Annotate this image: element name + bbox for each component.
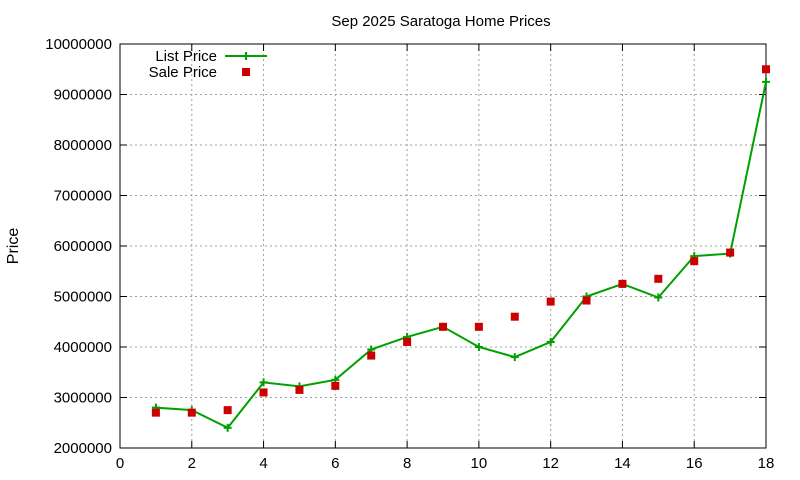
x-tick-label: 14 [614, 455, 631, 472]
x-tick-label: 6 [331, 455, 339, 472]
y-tick-label: 6000000 [54, 238, 112, 255]
list-price-point [510, 353, 519, 362]
x-tick-label: 16 [686, 455, 703, 472]
legend-marker-sale-price [242, 68, 250, 76]
sale-price-point [546, 297, 555, 306]
sale-price-point [654, 274, 663, 283]
y-tick-label: 9000000 [54, 87, 112, 104]
series [151, 65, 770, 432]
sale-price-point [295, 385, 304, 394]
list-price-point [762, 77, 770, 86]
sale-price-point [582, 296, 591, 305]
sale-price-point [331, 381, 340, 390]
legend-marker-list-price [242, 52, 250, 60]
y-tick-label: 8000000 [54, 137, 112, 154]
sale-price-point [259, 388, 268, 397]
legend-label-list-price: List Price [155, 48, 217, 65]
sale-price-point [618, 279, 627, 288]
x-tick-label: 2 [188, 455, 196, 472]
sale-price-point [187, 408, 196, 417]
y-axis-title: Price [5, 228, 22, 265]
x-tick-label: 8 [403, 455, 411, 472]
x-tick-label: 10 [471, 455, 488, 472]
x-tick-label: 12 [542, 455, 559, 472]
y-tick-label: 2000000 [54, 440, 112, 457]
list-price-point [546, 337, 555, 346]
sale-price-point [510, 312, 519, 321]
grid [120, 44, 766, 448]
sale-price-point [223, 406, 232, 415]
y-tick-label: 3000000 [54, 390, 112, 407]
axis-ticks: 2000000 3000000 4000000 5000000 6000000 70000… [45, 36, 774, 472]
y-tick-label: 7000000 [54, 188, 112, 205]
y-tick-label: 4000000 [54, 339, 112, 356]
legend-label-sale-price: Sale Price [149, 64, 217, 81]
list-price-point [654, 293, 663, 302]
list-price-point [474, 343, 483, 351]
sale-price-point [726, 248, 735, 257]
sale-price-point [474, 322, 483, 331]
sale-price-point [690, 257, 699, 266]
x-tick-label: 18 [758, 455, 775, 472]
series-line-list-price [155, 81, 767, 430]
chart-title: Sep 2025 Saratoga Home Prices [331, 13, 550, 30]
y-tick-label: 10000000 [45, 36, 112, 53]
y-tick-label: 5000000 [54, 289, 112, 306]
list-price-point [259, 378, 268, 387]
x-tick-label: 0 [116, 455, 124, 472]
legend: List Price Sale Price [149, 48, 267, 81]
list-price-point [223, 423, 232, 432]
sale-price-point [762, 65, 770, 74]
sale-price-point [403, 337, 412, 346]
sale-price-point [367, 351, 376, 360]
sale-price-point [151, 408, 160, 417]
sale-price-point [439, 322, 447, 331]
x-tick-label: 4 [259, 455, 267, 472]
